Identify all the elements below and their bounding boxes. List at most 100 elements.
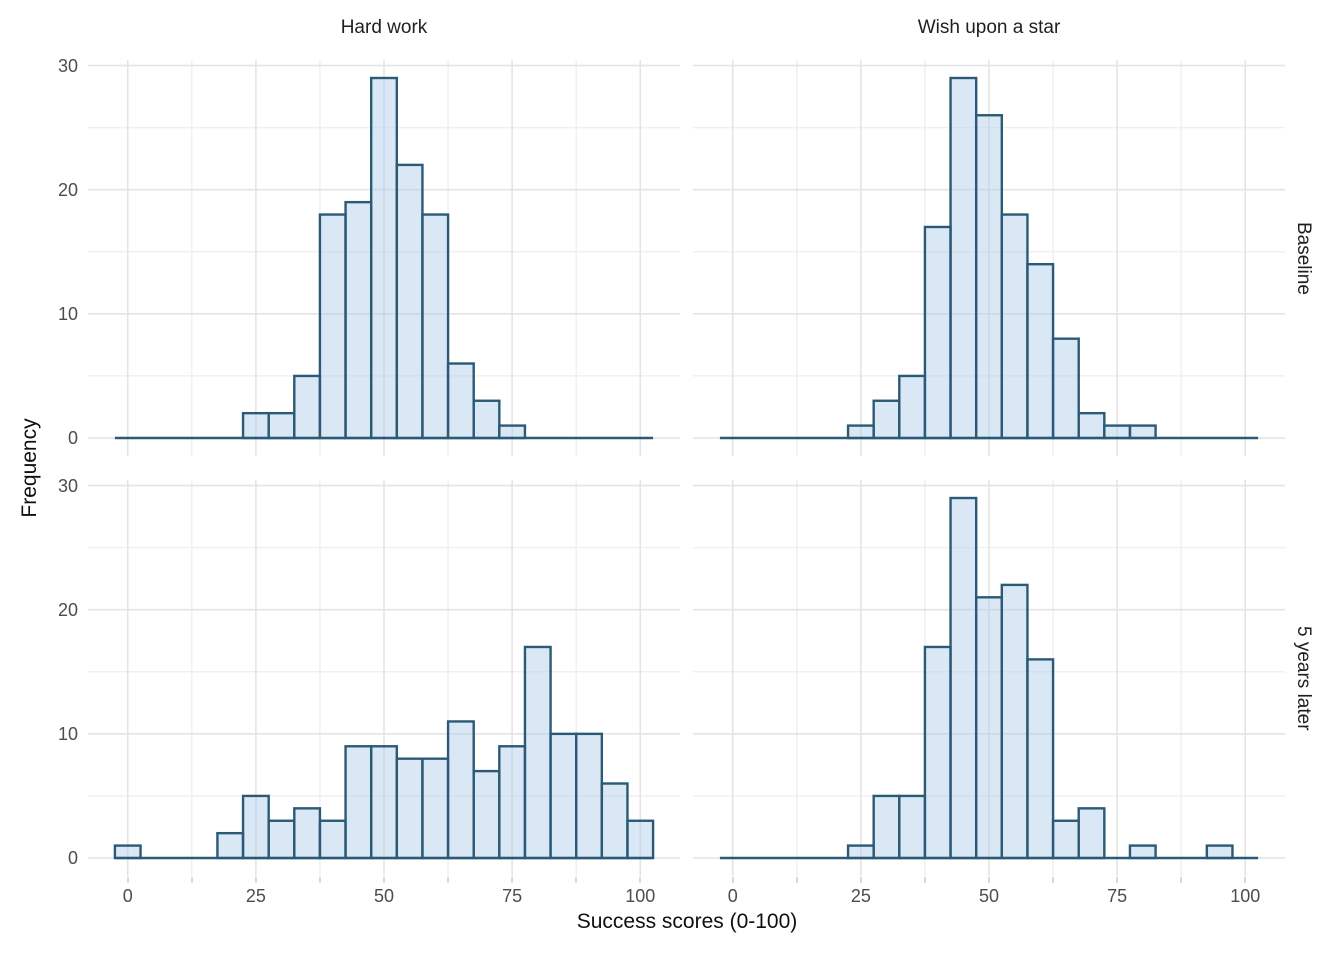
histogram-bar [241, 411, 270, 440]
x-axis-tick-label: 75 [1107, 886, 1128, 906]
histogram-bar [846, 424, 875, 440]
histogram-bar [898, 374, 927, 440]
histogram-bar [549, 732, 578, 860]
x-axis-tick [190, 877, 193, 883]
histogram-bar [267, 819, 296, 860]
histogram-bar [318, 213, 347, 440]
histogram-bar [626, 819, 655, 860]
histogram-bar [293, 374, 322, 440]
histogram-bar [241, 794, 270, 860]
facet-row-strip-baseline: Baseline [1293, 221, 1314, 295]
histogram-bar [949, 496, 978, 860]
y-axis-tick-label: 0 [67, 428, 78, 448]
histogram-bar [575, 732, 604, 860]
facet-col-title-hard-work: Hard work [340, 17, 428, 38]
histogram-bar [1000, 213, 1029, 440]
histogram-bar [344, 200, 373, 440]
y-axis-tick-label: 30 [57, 475, 78, 496]
histogram-bar [293, 807, 322, 860]
x-axis-tick-label: 100 [625, 886, 656, 906]
histogram-bar [472, 769, 501, 860]
histogram-bar [974, 114, 1004, 440]
x-axis-tick [318, 877, 321, 883]
x-axis-tick-label: 0 [122, 886, 133, 906]
x-axis-tick [731, 877, 734, 883]
histogram-bar [1051, 337, 1080, 440]
histogram-bar [395, 163, 424, 440]
x-axis-tick [639, 877, 642, 883]
x-axis-tick [795, 877, 798, 883]
histogram-bar [395, 757, 424, 860]
histogram-bar [267, 411, 296, 440]
x-axis-tick [254, 877, 257, 883]
x-axis-tick-label: 50 [373, 886, 395, 906]
histogram-plot-area [693, 480, 1285, 876]
histogram-bar [446, 720, 475, 860]
histogram-bar [523, 645, 552, 860]
x-axis-tick [126, 877, 129, 883]
x-axis-tick [1052, 877, 1055, 883]
x-axis-tick [447, 877, 450, 883]
y-axis-tick-label: 20 [57, 599, 78, 620]
histogram-bar [369, 76, 399, 440]
histogram-bar [898, 794, 927, 860]
histogram-bar [1026, 263, 1055, 440]
histogram-bar [216, 831, 245, 860]
x-axis-tick [383, 877, 385, 883]
histogram-bar [923, 225, 952, 440]
y-axis-tick-label: 10 [57, 303, 78, 324]
histogram-bar [872, 794, 901, 860]
histogram-bar [1128, 424, 1157, 440]
y-axis-tick-label: 30 [57, 55, 78, 76]
histogram-bar [318, 819, 347, 860]
histogram-bar [1103, 424, 1132, 440]
x-axis-tick-label: 0 [727, 886, 738, 906]
histogram-plot-area [693, 60, 1285, 456]
panel-baseline-wish-upon-a-star [693, 60, 1285, 456]
histogram-bar [1077, 411, 1106, 440]
x-axis-tick-label: 25 [245, 886, 266, 906]
x-axis-tick [859, 877, 862, 883]
histogram-bar [1000, 583, 1029, 860]
y-axis-tick-label: 20 [57, 179, 78, 200]
x-axis-tick-label: 50 [978, 886, 1000, 906]
histogram-bar [872, 399, 901, 440]
histogram-bar [113, 844, 142, 860]
histogram-bar [846, 844, 875, 860]
histogram-bar [1128, 844, 1157, 860]
histogram-bar [369, 745, 399, 860]
histogram-plot-area [88, 480, 680, 876]
histogram-bar [421, 213, 450, 440]
y-axis-tick-label: 10 [57, 723, 78, 744]
panel-5-years-later-wish-upon-a-star [693, 480, 1285, 876]
histogram-bar [498, 424, 527, 440]
histogram-bar [421, 757, 450, 860]
histogram-plot-area [88, 60, 680, 456]
histogram-bar [1077, 807, 1106, 860]
x-axis-tick [988, 877, 990, 883]
x-axis-tick [575, 877, 578, 883]
x-axis-tick [923, 877, 926, 883]
histogram-bar [923, 645, 952, 860]
histogram-bar [472, 399, 501, 440]
histogram-bar [446, 362, 475, 440]
panel-baseline-hard-work [88, 60, 680, 456]
histogram-bar [498, 745, 527, 860]
x-axis-tick-label: 75 [502, 886, 523, 906]
histogram-bar [600, 782, 629, 860]
histogram-bar [1205, 844, 1234, 860]
x-axis-title: Success scores (0-100) [576, 910, 798, 933]
histogram-bar [949, 76, 978, 440]
x-axis-tick [1244, 877, 1247, 883]
y-axis-tick-label: 0 [67, 848, 78, 868]
histogram-bar [1051, 819, 1080, 860]
histogram-bar [1026, 658, 1055, 860]
x-axis-tick-label: 25 [850, 886, 871, 906]
facet-col-title-wish-upon-a-star: Wish upon a star [917, 17, 1061, 38]
x-axis-tick [511, 877, 514, 883]
facet-row-strip-5-years-later: 5 years later [1293, 625, 1314, 731]
x-axis-tick [1116, 877, 1119, 883]
histogram-bar [974, 596, 1004, 860]
y-axis-title: Frequency [18, 418, 41, 518]
